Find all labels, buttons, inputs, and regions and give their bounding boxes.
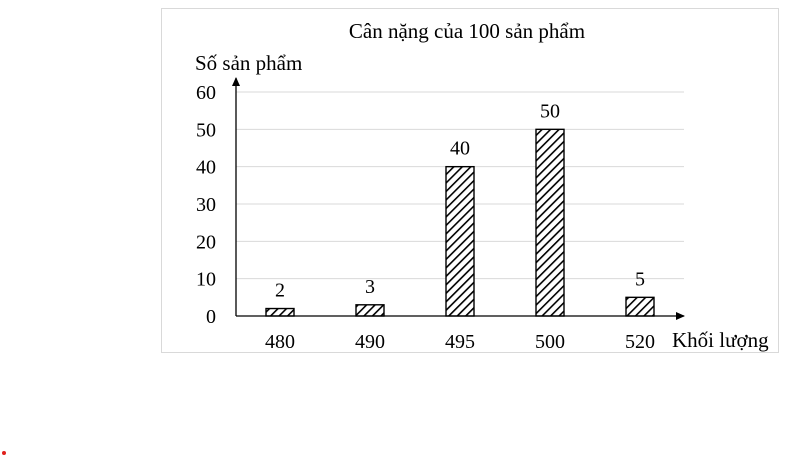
y-tick-label: 40	[196, 157, 216, 179]
y-axis-label: Số sản phẩm	[195, 51, 302, 75]
x-tick-label: 495	[445, 331, 475, 353]
grid-lines	[236, 91, 684, 280]
bar	[445, 165, 475, 317]
x-tick-labels: 480 490 495 500 520	[265, 331, 655, 353]
bar	[355, 304, 385, 317]
bars	[265, 128, 655, 317]
chart-title: Cân nặng của 100 sản phẩm	[349, 19, 585, 43]
data-label: 3	[365, 276, 375, 298]
y-tick-label: 30	[196, 194, 216, 216]
x-tick-label: 500	[535, 331, 565, 353]
data-label: 40	[450, 138, 470, 160]
bar	[265, 307, 295, 317]
data-labels: 2 3 40 50 5	[275, 100, 645, 301]
x-axis-label: Khối lượng	[672, 328, 769, 352]
data-label: 50	[540, 100, 560, 122]
bar	[625, 296, 655, 317]
chart-frame	[161, 8, 779, 353]
x-tick-label: 520	[625, 331, 655, 353]
y-tick-label: 60	[196, 82, 216, 104]
bar	[535, 128, 565, 317]
x-tick-label: 480	[265, 331, 295, 353]
data-label: 2	[275, 280, 285, 302]
stray-dot	[2, 451, 6, 455]
x-tick-label: 490	[355, 331, 385, 353]
y-tick-labels: 0 10 20 30 40 50 60	[196, 82, 216, 328]
y-tick-label: 50	[196, 119, 216, 141]
data-label: 5	[635, 268, 645, 290]
y-tick-label: 20	[196, 231, 216, 253]
y-tick-label: 0	[206, 306, 216, 328]
y-tick-label: 10	[196, 269, 216, 291]
